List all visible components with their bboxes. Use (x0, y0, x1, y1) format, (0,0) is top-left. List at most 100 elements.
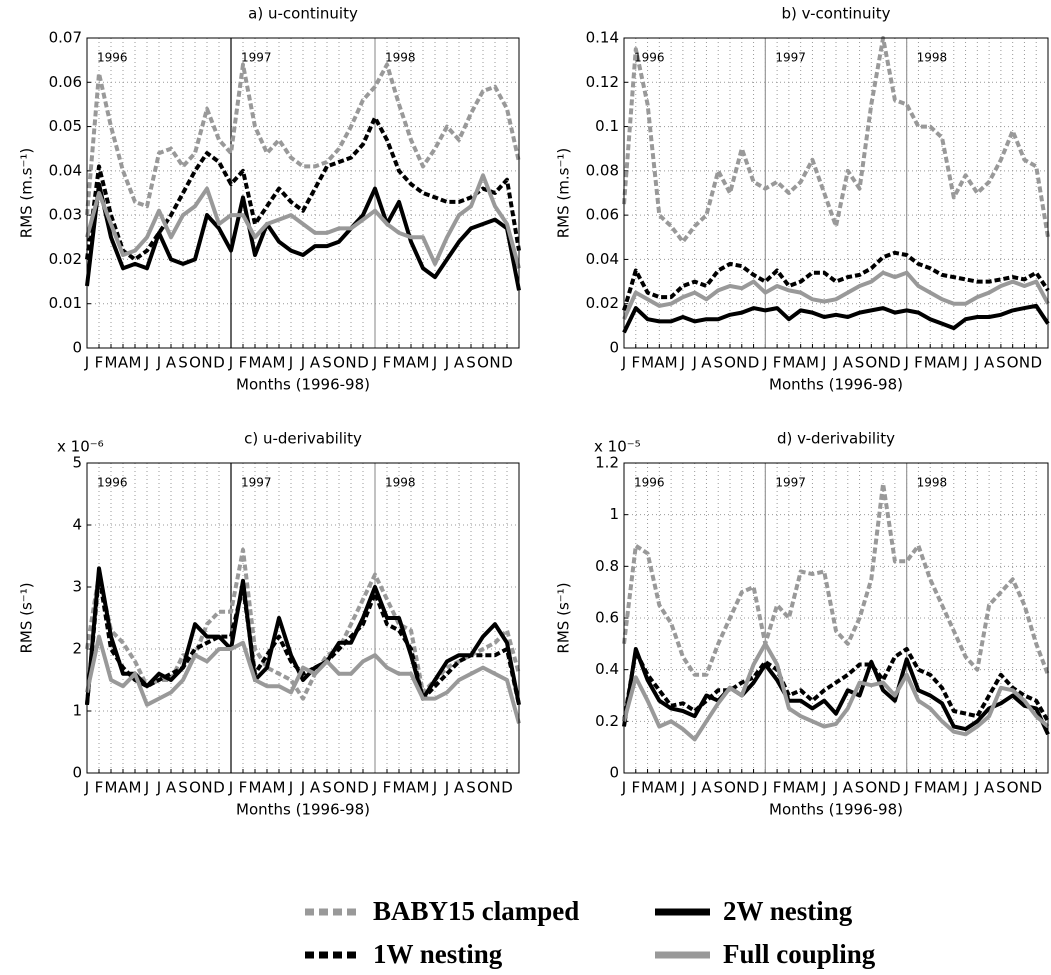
y-tick-label: 0.2 (595, 712, 619, 730)
x-tick-label: N (736, 354, 747, 372)
x-tick-label: N (345, 779, 356, 797)
x-tick-label: J (691, 779, 696, 797)
x-tick-label: M (806, 354, 819, 372)
x-tick-label: J (372, 354, 377, 372)
x-tick-label: D (1030, 354, 1042, 372)
x-tick-label: D (889, 779, 901, 797)
y-tick-label: 0.06 (586, 206, 619, 224)
y-tick-label: 0.02 (586, 294, 619, 312)
x-tick-label: A (701, 779, 712, 797)
x-tick-label: F (914, 779, 923, 797)
y-tick-label: 0.12 (586, 73, 619, 91)
legend: BABY15 clamped 1W nesting 2W nesting Full c… (305, 896, 876, 969)
x-tick-label: D (213, 779, 225, 797)
x-tick-label: N (345, 354, 356, 372)
x-tick-label: A (166, 354, 177, 372)
x-tick-label: J (372, 779, 377, 797)
x-tick-label: F (773, 779, 782, 797)
x-tick-label: J (903, 354, 908, 372)
x-tick-label: A (406, 779, 417, 797)
x-tick-label: O (1007, 779, 1019, 797)
x-tick-label: A (118, 354, 129, 372)
x-tick-label: M (129, 354, 142, 372)
y-tick-label: 0.14 (586, 29, 619, 47)
x-tick-label: J (691, 354, 696, 372)
x-tick-label: M (393, 354, 406, 372)
y-tick-label: 3 (72, 578, 82, 596)
y-axis-label: RMS (s⁻¹) (555, 582, 573, 653)
series-line (85, 173, 521, 269)
x-tick-label: M (782, 354, 795, 372)
x-tick-label: J (228, 779, 233, 797)
x-tick-label: N (201, 779, 212, 797)
x-tick-label: J (300, 779, 305, 797)
y-tick-label: 5 (72, 454, 82, 472)
x-tick-label: A (937, 354, 948, 372)
x-tick-label: J (84, 354, 89, 372)
x-tick-label: A (843, 354, 854, 372)
x-tick-label: N (1019, 354, 1030, 372)
x-tick-label: M (806, 779, 819, 797)
x-tick-label: M (417, 354, 430, 372)
x-tick-label: M (393, 779, 406, 797)
x-tick-label: D (889, 354, 901, 372)
x-tick-label: A (454, 354, 465, 372)
series-line (622, 647, 1050, 736)
x-tick-label: O (1007, 354, 1019, 372)
x-tick-label: F (631, 779, 640, 797)
chart-title: d) v-derivability (777, 430, 895, 448)
axes-frame (86, 37, 520, 349)
series-line (622, 36, 1050, 244)
x-tick-label: A (166, 779, 177, 797)
y-tick-label: 0.6 (595, 609, 619, 627)
x-tick-label: O (724, 779, 736, 797)
x-tick-label: M (273, 354, 286, 372)
x-tick-label: O (477, 354, 489, 372)
series-line (85, 634, 521, 724)
legend-label: 1W nesting (373, 939, 503, 969)
x-tick-label: J (156, 354, 161, 372)
axis-multiplier: x 10⁻⁵ (594, 438, 641, 456)
x-tick-label: M (273, 779, 286, 797)
year-label: 1998 (917, 476, 948, 490)
y-tick-label: 0.4 (595, 660, 619, 678)
x-tick-label: O (333, 354, 345, 372)
x-tick-label: A (701, 354, 712, 372)
x-tick-label: D (1030, 779, 1042, 797)
year-label: 1998 (385, 476, 416, 490)
x-tick-label: J (300, 354, 305, 372)
y-tick-label: 1.2 (595, 454, 619, 472)
series-line (622, 647, 1050, 723)
x-tick-label: J (621, 354, 626, 372)
x-tick-label: N (201, 354, 212, 372)
y-tick-label: 0.04 (586, 250, 619, 268)
x-tick-label: J (833, 354, 838, 372)
x-tick-label: S (466, 779, 476, 797)
x-tick-label: J (444, 354, 449, 372)
y-axis-label: RMS (s⁻¹) (18, 582, 36, 653)
x-tick-label: J (974, 354, 979, 372)
x-tick-label: D (501, 354, 513, 372)
year-label: 1997 (241, 476, 272, 490)
x-axis-label: Months (1996-98) (769, 801, 903, 819)
x-tick-label: M (782, 779, 795, 797)
x-tick-label: A (984, 779, 995, 797)
x-tick-label: J (84, 779, 89, 797)
x-tick-label: S (466, 354, 476, 372)
x-tick-label: N (877, 779, 888, 797)
year-label: 1997 (775, 51, 806, 65)
y-tick-label: 1 (609, 505, 619, 523)
x-tick-label: N (736, 779, 747, 797)
x-tick-label: A (118, 779, 129, 797)
x-tick-label: J (432, 779, 437, 797)
x-tick-label: F (95, 779, 104, 797)
x-tick-label: J (144, 354, 149, 372)
x-axis-label: Months (1996-98) (769, 376, 903, 394)
x-tick-label: J (974, 779, 979, 797)
y-tick-label: 0 (72, 764, 82, 782)
x-tick-label: M (249, 779, 262, 797)
x-tick-label: J (228, 354, 233, 372)
x-tick-label: F (383, 354, 392, 372)
x-tick-label: A (796, 779, 807, 797)
